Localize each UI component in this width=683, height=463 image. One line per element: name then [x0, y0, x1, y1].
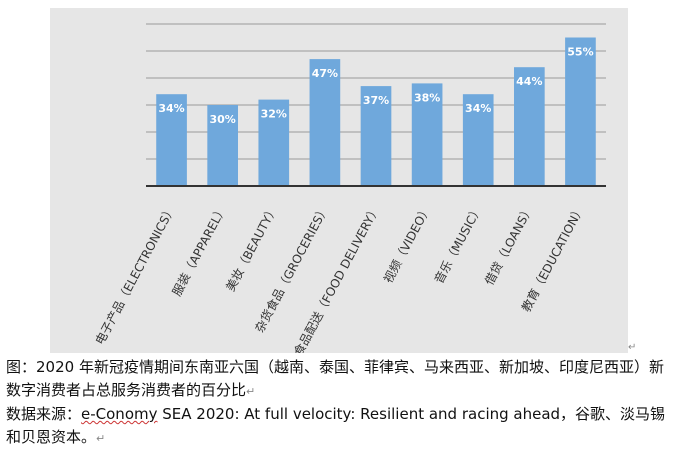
data-label: 44%	[516, 75, 542, 88]
data-label: 47%	[312, 67, 338, 80]
data-label: 37%	[363, 94, 389, 107]
bar	[411, 83, 443, 186]
source-prefix: 数据来源：	[6, 405, 82, 423]
category-label: 借贷（LOANS）	[482, 203, 536, 288]
caption-title-text: 图：2020 年新冠疫情期间东南亚六国（越南、泰国、菲律宾、马来西亚、新加坡、印…	[6, 358, 664, 399]
chart-area: 34% 电子产品（ELECTRONICS） 30% 服装（APPAREL） 32% 美妆（…	[50, 8, 628, 353]
source-rest: SEA 2020: At full velocity: Resilient an…	[6, 405, 666, 446]
bar	[207, 105, 238, 186]
bar	[514, 67, 545, 186]
data-label: 34%	[158, 102, 184, 115]
data-label: 55%	[567, 46, 593, 59]
return-mark: ↵	[246, 385, 256, 398]
bar-chart: 34% 电子产品（ELECTRONICS） 30% 服装（APPAREL） 32% 美妆（…	[93, 23, 606, 353]
data-label: 34%	[465, 102, 491, 115]
category-label: 视频（VIDEO）	[380, 202, 434, 285]
return-mark: ↵	[96, 432, 106, 445]
category-label: 美妆（BEAUTY）	[223, 203, 280, 294]
bar	[309, 59, 341, 186]
data-label: 32%	[261, 108, 287, 121]
bar	[156, 94, 187, 186]
category-label: 服装（APPAREL）	[170, 203, 230, 299]
source-brand: e-Conomy	[81, 405, 158, 423]
return-mark: ↵	[628, 342, 637, 353]
data-label: 38%	[414, 91, 440, 104]
bar	[258, 99, 290, 186]
bar	[360, 86, 392, 186]
data-label: 30%	[209, 113, 235, 126]
figure-caption: 图：2020 年新冠疫情期间东南亚六国（越南、泰国、菲律宾、马来西亚、新加坡、印…	[6, 356, 678, 450]
caption-title: 图：2020 年新冠疫情期间东南亚六国（越南、泰国、菲律宾、马来西亚、新加坡、印…	[6, 356, 678, 403]
category-label: 音乐（MUSIC）	[431, 202, 485, 286]
bar	[565, 37, 596, 186]
caption-source: 数据来源：e-Conomy SEA 2020: At full velocity…	[6, 403, 678, 450]
bar	[462, 94, 494, 186]
category-label: 电子产品（ELECTRONICS）	[93, 203, 179, 347]
category-label: 食品配送（FOOD DELIVERY）	[290, 202, 382, 353]
